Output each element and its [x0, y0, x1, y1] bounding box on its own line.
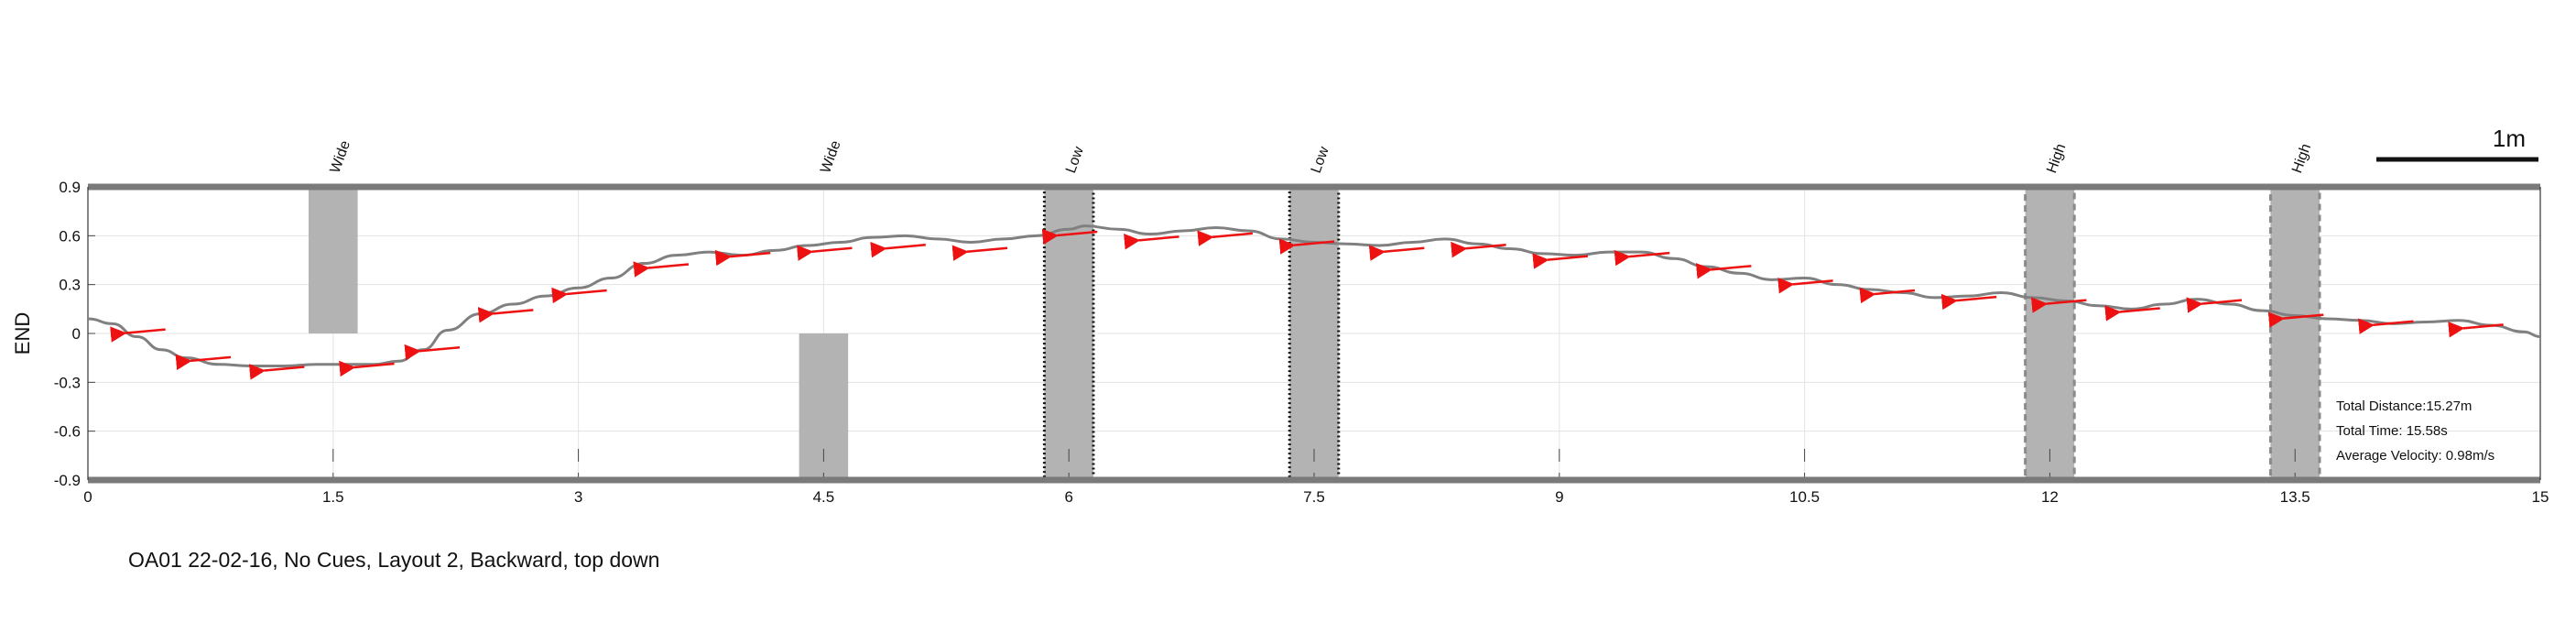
- direction-arrow: [1777, 278, 1833, 294]
- direction-arrow: [1532, 253, 1588, 269]
- direction-arrow: [1197, 230, 1253, 246]
- obstacle-high-5: [2024, 185, 2076, 482]
- y-tick-label: 0.6: [59, 227, 81, 245]
- figure-caption: OA01 22-02-16, No Cues, Layout 2, Backwa…: [128, 548, 660, 572]
- direction-arrow: [477, 307, 534, 323]
- direction-arrow: [1041, 228, 1098, 246]
- obstacle-label-4: Low: [1309, 145, 1332, 176]
- direction-arrow: [339, 360, 395, 377]
- direction-arrow: [796, 245, 853, 261]
- direction-arrow: [2267, 311, 2324, 328]
- direction-arrow: [2448, 322, 2504, 338]
- direction-arrow: [1124, 234, 1179, 250]
- stats-box: Total Distance:15.27m Total Time: 15.58s…: [2336, 398, 2494, 464]
- x-tick-label: 0: [83, 488, 92, 506]
- obstacle-wide-1: [309, 187, 358, 333]
- direction-arrow: [551, 287, 607, 304]
- obstacle-label-5: High: [2044, 142, 2069, 176]
- obstacle-label-6: High: [2289, 142, 2314, 176]
- direction-arrow: [1278, 238, 1335, 255]
- y-tick-label: -0.3: [54, 374, 81, 391]
- direction-arrow: [951, 245, 1008, 261]
- y-axis-label: END: [11, 312, 34, 355]
- direction-arrow: [248, 364, 305, 380]
- direction-arrow: [2186, 297, 2243, 313]
- y-tick-label: 0.3: [59, 277, 81, 294]
- direction-arrow: [1940, 293, 1997, 311]
- obstacle-low-4: [1288, 185, 1341, 482]
- direction-arrow: [633, 261, 690, 278]
- obstacle-label-2: Wide: [818, 138, 843, 175]
- y-tick-label: 0: [72, 325, 81, 343]
- x-tick-label: 6: [1064, 488, 1072, 506]
- x-tick-label: 7.5: [1303, 488, 1325, 506]
- direction-arrow: [2357, 318, 2414, 334]
- direction-arrow: [175, 354, 232, 371]
- x-tick-label: 10.5: [1789, 488, 1820, 506]
- obstacle-label-3: Low: [1063, 145, 1087, 176]
- direction-arrow: [110, 326, 166, 343]
- direction-arrow: [1695, 263, 1752, 279]
- y-tick-label: 0.9: [59, 179, 81, 196]
- x-tick-label: 13.5: [2280, 488, 2310, 506]
- total-time: Total Time: 15.58s: [2336, 423, 2448, 439]
- x-tick-label: 12: [2041, 488, 2059, 506]
- direction-arrows: [110, 228, 2504, 380]
- direction-arrow: [870, 241, 926, 258]
- axes: 0 1.5 3 4.5 6 7.5 9 10.5 12 13.5 15 0.9 0.6 0.3 0 -0.3 -…: [54, 179, 2549, 506]
- average-velocity: Average Velocity: 0.98m/s: [2336, 448, 2494, 464]
- direction-arrow: [714, 249, 771, 267]
- x-tick-label: 9: [1555, 488, 1563, 506]
- direction-arrow: [2030, 297, 2087, 313]
- x-tick-label: 4.5: [813, 488, 835, 506]
- direction-arrow: [404, 344, 461, 361]
- x-tick-label: 15: [2532, 488, 2549, 506]
- scale-bar-label: 1m: [2493, 125, 2526, 152]
- x-tick-label: 3: [574, 488, 582, 506]
- direction-arrow: [1451, 241, 1506, 258]
- y-tick-label: -0.6: [54, 423, 81, 441]
- obstacle-label-1: Wide: [328, 138, 353, 175]
- obstacle-low-3: [1042, 185, 1095, 482]
- scale-bar: 1m: [2376, 125, 2538, 162]
- direction-arrow: [1614, 249, 1670, 267]
- obstacle-high-6: [2268, 185, 2321, 482]
- total-distance: Total Distance:15.27m: [2336, 398, 2472, 414]
- direction-arrow: [1859, 287, 1916, 304]
- x-tick-label: 1.5: [322, 488, 344, 506]
- obstacle-labels: Wide Wide Low Low High High: [328, 138, 2315, 175]
- y-tick-label: -0.9: [54, 472, 81, 489]
- direction-arrow: [2104, 305, 2160, 322]
- direction-arrow: [1368, 245, 1425, 261]
